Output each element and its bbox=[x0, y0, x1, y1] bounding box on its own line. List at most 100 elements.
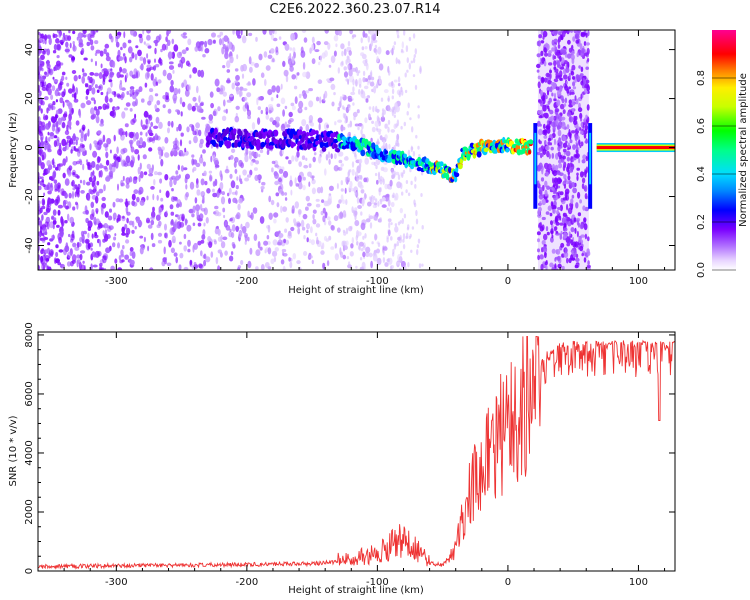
noise-blob bbox=[84, 205, 88, 213]
noise-blob bbox=[214, 178, 218, 187]
noise-blob bbox=[104, 43, 110, 49]
noise-blob bbox=[56, 224, 60, 228]
band-blob bbox=[551, 164, 556, 171]
noise-blob bbox=[238, 174, 241, 183]
noise-blob bbox=[177, 164, 180, 171]
noise-blob bbox=[210, 251, 214, 258]
noise-blob bbox=[247, 115, 252, 120]
noise-blob bbox=[312, 218, 317, 225]
noise-blob bbox=[81, 124, 86, 131]
noise-blob bbox=[173, 177, 177, 186]
band-blob bbox=[556, 177, 562, 185]
band-blob bbox=[586, 264, 591, 269]
band-blob bbox=[563, 227, 568, 232]
noise-blob bbox=[55, 114, 59, 119]
noise-blob bbox=[257, 241, 261, 249]
faint-blob bbox=[413, 202, 417, 208]
noise-blob bbox=[71, 179, 75, 187]
noise-blob bbox=[84, 238, 90, 244]
band-blob bbox=[557, 38, 560, 45]
faint-blob bbox=[412, 74, 416, 78]
noise-blob bbox=[149, 267, 154, 270]
trace-blob bbox=[273, 129, 279, 137]
noise-blob bbox=[122, 245, 125, 250]
band-blob bbox=[586, 47, 590, 55]
noise-blob bbox=[334, 242, 337, 249]
band-blob bbox=[568, 86, 571, 90]
band-blob bbox=[566, 203, 569, 211]
band-blob bbox=[550, 230, 554, 234]
noise-blob bbox=[52, 76, 55, 80]
noise-blob bbox=[276, 103, 281, 108]
noise-blob bbox=[283, 238, 286, 244]
noise-blob bbox=[71, 222, 75, 227]
noise-blob bbox=[280, 123, 286, 132]
y-tick-label: 0 bbox=[24, 144, 35, 150]
noise-blob bbox=[68, 233, 71, 238]
noise-blob bbox=[73, 92, 77, 100]
band-blob bbox=[587, 30, 590, 37]
band-blob bbox=[565, 67, 570, 73]
noise-blob bbox=[396, 181, 402, 189]
band-blob bbox=[536, 53, 541, 58]
band-blob bbox=[562, 142, 568, 148]
noise-blob bbox=[330, 153, 333, 160]
band-blob bbox=[538, 34, 543, 39]
faint-blob bbox=[386, 207, 389, 212]
noise-blob bbox=[314, 49, 320, 53]
trace-blob bbox=[403, 153, 407, 158]
noise-blob bbox=[136, 140, 141, 147]
noise-blob bbox=[72, 30, 76, 35]
noise-blob bbox=[293, 218, 297, 224]
noise-blob bbox=[342, 210, 347, 218]
noise-blob bbox=[195, 204, 201, 212]
colorbar-tick-label: 0.6 bbox=[696, 118, 707, 134]
noise-blob bbox=[87, 193, 91, 202]
noise-blob bbox=[187, 248, 191, 253]
noise-blob bbox=[85, 34, 91, 38]
band-blob bbox=[551, 248, 556, 254]
noise-blob bbox=[68, 88, 73, 94]
noise-blob bbox=[95, 30, 99, 33]
noise-blob bbox=[324, 50, 328, 57]
noise-blob bbox=[249, 169, 253, 176]
noise-blob bbox=[52, 164, 56, 168]
band-blob bbox=[566, 53, 572, 59]
faint-blob bbox=[360, 129, 363, 135]
noise-blob bbox=[109, 72, 115, 76]
noise-blob bbox=[315, 96, 320, 102]
noise-blob bbox=[287, 233, 293, 239]
noise-blob bbox=[266, 235, 270, 240]
band-blob bbox=[577, 212, 582, 217]
noise-blob bbox=[68, 139, 71, 148]
noise-blob bbox=[162, 69, 167, 77]
band-blob bbox=[541, 240, 546, 245]
noise-blob bbox=[155, 214, 161, 221]
noise-blob bbox=[191, 213, 195, 218]
noise-blob bbox=[371, 120, 375, 125]
band-blob bbox=[560, 242, 565, 248]
noise-blob bbox=[105, 247, 111, 254]
band-blob bbox=[546, 120, 550, 125]
noise-blob bbox=[364, 33, 368, 38]
noise-blob bbox=[196, 178, 199, 185]
faint-blob bbox=[379, 187, 382, 191]
noise-blob bbox=[183, 245, 187, 252]
noise-blob bbox=[221, 37, 225, 46]
band-blob bbox=[576, 167, 580, 171]
noise-blob bbox=[129, 89, 133, 93]
band-blob bbox=[556, 60, 561, 67]
faint-blob bbox=[358, 245, 362, 251]
noise-blob bbox=[99, 263, 103, 267]
noise-blob bbox=[265, 111, 268, 115]
noise-blob bbox=[254, 174, 259, 181]
noise-blob bbox=[80, 264, 86, 270]
faint-blob bbox=[359, 84, 362, 88]
noise-blob bbox=[95, 115, 100, 124]
noise-blob bbox=[183, 79, 188, 88]
noise-blob bbox=[202, 54, 206, 58]
trace-blob bbox=[439, 161, 444, 167]
band-blob bbox=[576, 52, 579, 58]
band-blob bbox=[587, 260, 590, 266]
